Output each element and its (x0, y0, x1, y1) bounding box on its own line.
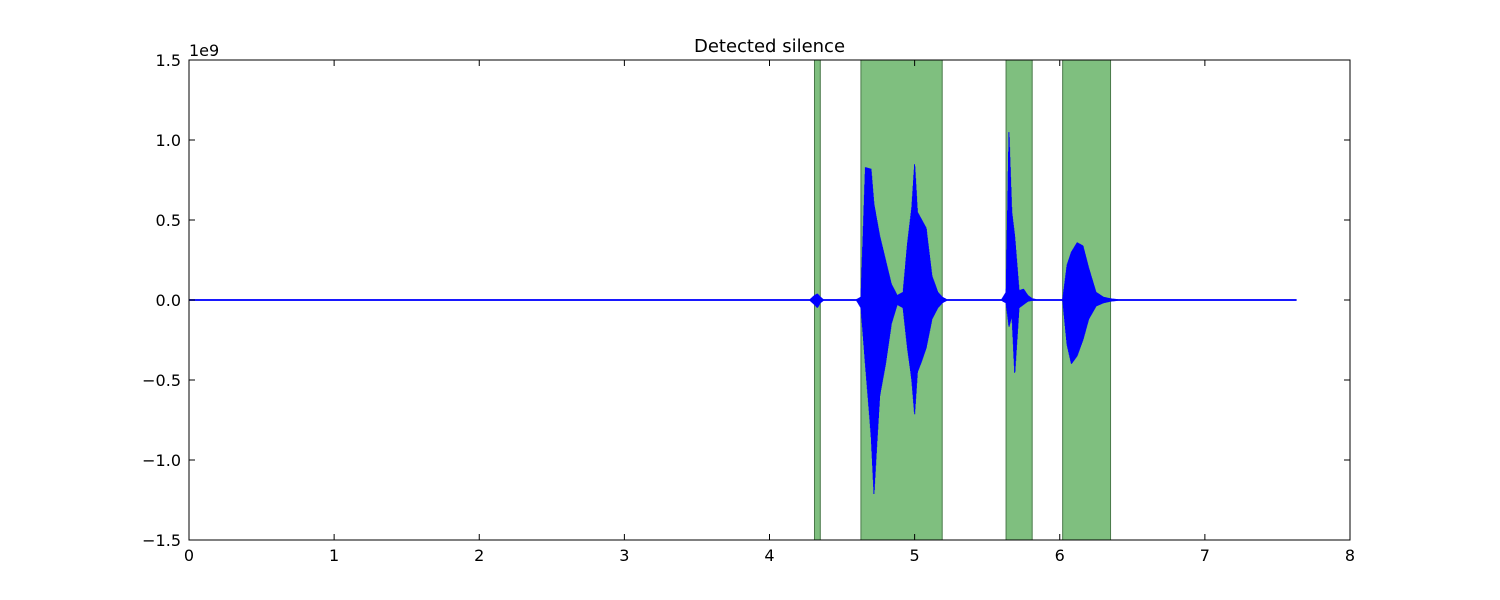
y-tick-label: 0.0 (156, 291, 181, 310)
x-tick-label: 2 (474, 546, 484, 565)
x-tick-label: 0 (184, 546, 194, 565)
x-tick-label: 1 (329, 546, 339, 565)
y-scale-offset-label: 1e9 (189, 41, 219, 60)
y-tick-label: −0.5 (142, 371, 181, 390)
x-tick-label: 5 (910, 546, 920, 565)
x-axis: 0 1 2 3 4 5 6 7 8 (184, 60, 1355, 565)
y-axis: −1.5 −1.0 −0.5 0.0 0.5 1.0 1.5 (142, 51, 1350, 550)
x-tick-label: 8 (1345, 546, 1355, 565)
y-tick-label: −1.5 (142, 531, 181, 550)
y-tick-label: 0.5 (156, 211, 181, 230)
y-tick-label: 1.0 (156, 131, 181, 150)
x-tick-label: 7 (1200, 546, 1210, 565)
y-tick-label: 1.5 (156, 51, 181, 70)
waveform-line (188, 132, 1297, 495)
x-tick-label: 3 (619, 546, 629, 565)
x-tick-label: 4 (764, 546, 774, 565)
chart-title: Detected silence (694, 36, 845, 57)
y-tick-label: −1.0 (142, 451, 181, 470)
x-tick-label: 6 (1055, 546, 1065, 565)
waveform-series (188, 132, 1297, 495)
